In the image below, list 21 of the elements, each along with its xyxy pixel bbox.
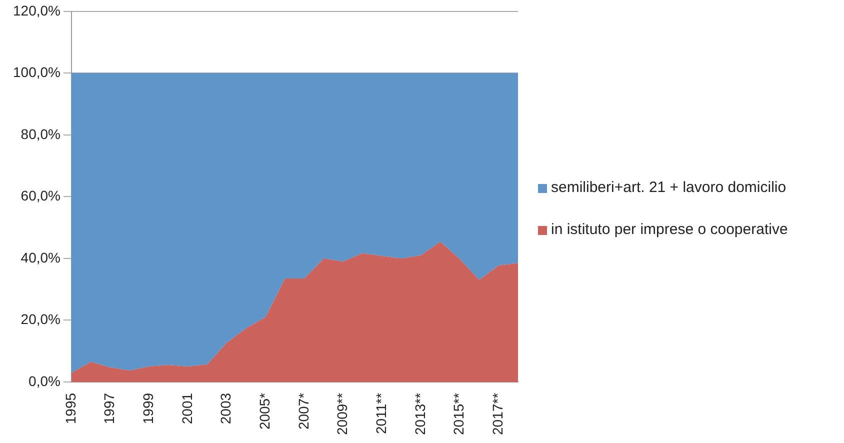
x-tick-label: 2001 bbox=[178, 392, 195, 424]
x-tick-label: 2005* bbox=[256, 392, 272, 430]
x-tick-label: 2013** bbox=[412, 392, 428, 436]
x-tick-label: 2011** bbox=[372, 392, 389, 434]
x-tick-label: 1997 bbox=[101, 392, 118, 424]
legend-label: in istituto per imprese o cooperative bbox=[551, 220, 788, 240]
x-tick-label: 2009** bbox=[334, 392, 350, 436]
y-tick-label: 0,0% bbox=[28, 372, 60, 389]
y-tick-label: 120,0% bbox=[13, 2, 60, 18]
y-tick-label: 20,0% bbox=[20, 311, 60, 328]
x-tick-label: 1999 bbox=[140, 392, 156, 424]
y-tick-label: 100,0% bbox=[13, 64, 60, 80]
y-tick-label: 60,0% bbox=[20, 188, 60, 204]
x-tick-label: 2015** bbox=[450, 392, 467, 436]
y-tick-label: 80,0% bbox=[20, 126, 60, 142]
x-tick-label: 2007* bbox=[295, 392, 312, 430]
x-tick-label: 1995 bbox=[62, 392, 78, 424]
x-tick-label: 2017** bbox=[489, 392, 506, 436]
x-tick-label: 2003 bbox=[218, 392, 234, 424]
y-tick-label: 40,0% bbox=[20, 249, 60, 266]
legend-label: semiliberi+art. 21 + lavoro domicilio bbox=[551, 178, 786, 198]
